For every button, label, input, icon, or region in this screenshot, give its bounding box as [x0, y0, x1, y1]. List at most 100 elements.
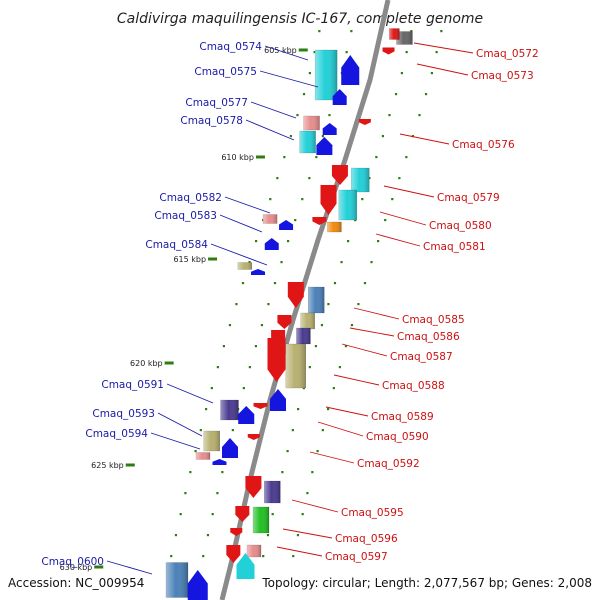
ring-dot	[302, 387, 305, 390]
ring-dots	[170, 30, 443, 558]
ring-dot	[435, 51, 438, 54]
ring-dot	[391, 198, 394, 201]
gene-label-cmaq-0597: Cmaq_0597	[325, 551, 388, 563]
ring-dot	[340, 261, 343, 264]
ring-dot	[286, 450, 289, 453]
gene-arrow-blue	[212, 459, 227, 465]
kbp-tick-label: 630 kbp	[60, 563, 93, 572]
gene-shading	[308, 287, 325, 313]
ring-dot	[357, 303, 360, 306]
gene-label-cmaq-0577: Cmaq_0577	[185, 97, 248, 109]
ring-dot	[411, 135, 415, 138]
ring-dot	[289, 135, 293, 138]
label-leader-line	[219, 214, 263, 233]
gene-label-cmaq-0574: Cmaq_0574	[199, 41, 262, 53]
gene-arrow-cyan	[236, 553, 255, 579]
gene-label-cmaq-0576: Cmaq_0576	[452, 139, 515, 151]
ring-dot	[333, 282, 337, 285]
gene-label-cmaq-0583: Cmaq_0583	[154, 210, 217, 222]
gene-arrow-blue	[322, 123, 337, 135]
ring-dot	[321, 429, 324, 432]
gene-label-cmaq-0572: Cmaq_0572	[476, 48, 539, 60]
gene-arrow-red	[320, 185, 337, 215]
ring-dot	[222, 345, 226, 348]
label-leader-line	[166, 383, 214, 404]
ring-dot	[344, 345, 348, 348]
ring-dot	[287, 240, 290, 243]
gene-label-cmaq-0592: Cmaq_0592	[357, 458, 420, 470]
label-leader-line	[317, 421, 364, 437]
label-leader-line	[106, 560, 153, 575]
ring-dot	[328, 114, 331, 117]
gene-shading	[264, 481, 281, 503]
ring-dot	[292, 555, 295, 558]
label-leader-line	[150, 432, 201, 450]
gene-arrow-blue	[187, 570, 208, 600]
ring-dot	[267, 303, 270, 306]
gene-label-cmaq-0589: Cmaq_0589	[371, 411, 434, 423]
gene-labels: Cmaq_0572 Cmaq_0573 Cmaq_0574 Cmaq_0575 Cmaq…	[41, 41, 538, 568]
gene-arrow-blue	[279, 220, 294, 230]
ring-dot	[354, 219, 357, 222]
gene-shading	[351, 168, 370, 192]
ring-dot	[194, 450, 197, 453]
gene-arrow-red	[312, 217, 327, 225]
ring-dot	[345, 51, 348, 54]
label-leader-line	[353, 307, 400, 320]
ring-dot	[320, 324, 324, 327]
kbp-tick	[125, 463, 135, 467]
gene-arrow-blue	[341, 55, 360, 85]
gene-shading	[237, 262, 252, 270]
ring-dot	[276, 177, 279, 180]
label-leader-line	[349, 327, 395, 337]
gene-arrow-blue	[251, 269, 265, 275]
kbp-tick-label: 610 kbp	[221, 153, 254, 162]
ring-dot	[260, 324, 264, 327]
gene-shading	[203, 431, 220, 451]
gene-shading	[196, 452, 210, 460]
gene-arrow-red	[287, 282, 304, 308]
label-leader-line	[245, 119, 295, 141]
ring-dot	[302, 93, 306, 96]
label-leader-line	[383, 185, 435, 198]
label-leader-line	[259, 70, 319, 88]
ring-dot	[381, 135, 385, 138]
ring-dot	[370, 261, 373, 264]
ring-dot	[313, 51, 316, 54]
kbp-tick	[255, 155, 265, 159]
gene-shading	[253, 507, 269, 533]
ring-dot	[327, 303, 330, 306]
gene-arrow-blue	[222, 438, 238, 458]
gene-shading	[263, 214, 278, 224]
gene-label-cmaq-0582: Cmaq_0582	[159, 192, 222, 204]
ring-dot	[291, 429, 294, 432]
gene-label-cmaq-0578: Cmaq_0578	[180, 115, 243, 127]
label-leader-line	[210, 243, 268, 266]
kbp-tick	[164, 361, 174, 365]
kbp-tick	[208, 257, 218, 261]
ring-dot	[210, 387, 213, 390]
ring-dot	[350, 30, 353, 33]
gene-shading	[389, 28, 400, 40]
ring-dot	[235, 303, 238, 306]
gene-shading	[166, 562, 188, 598]
gene-label-cmaq-0575: Cmaq_0575	[194, 66, 257, 78]
label-leader-line	[325, 406, 369, 417]
ring-dot	[410, 30, 413, 33]
ring-dot	[296, 114, 299, 117]
gene-shading	[285, 344, 306, 388]
label-leader-line	[399, 133, 450, 145]
gene-label-cmaq-0585: Cmaq_0585	[402, 314, 465, 326]
gene-shading	[338, 190, 357, 220]
gene-shading	[315, 50, 338, 100]
ring-dot	[179, 513, 182, 516]
ring-dot	[189, 471, 192, 474]
ring-dot	[347, 240, 350, 243]
gene-shading	[300, 313, 315, 329]
ring-dot	[241, 282, 245, 285]
label-leader-line	[379, 211, 427, 226]
ring-dot	[332, 387, 335, 390]
map-title: Caldivirga maquilingensis IC-167, comple…	[117, 11, 483, 27]
ring-dot	[202, 555, 205, 558]
ring-dot	[294, 219, 297, 222]
